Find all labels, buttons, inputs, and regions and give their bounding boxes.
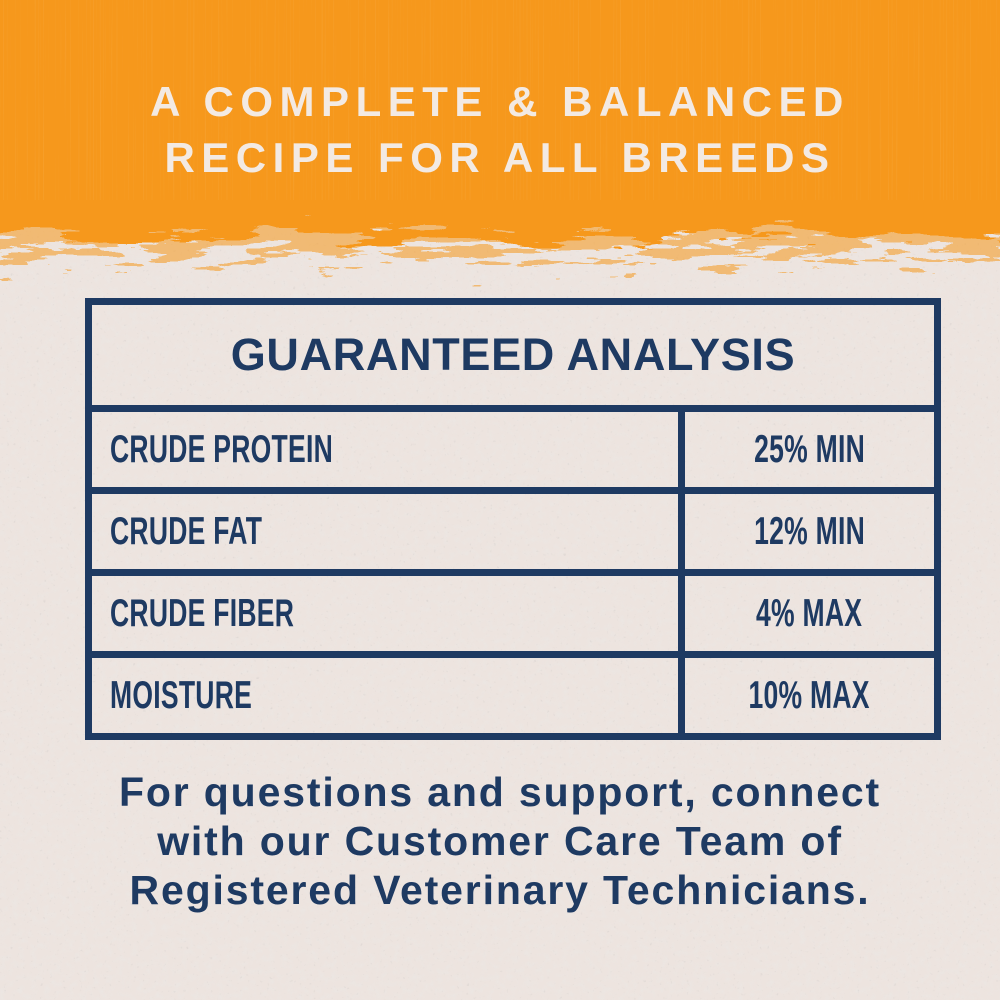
row-value-cell: 4% MAX: [678, 576, 934, 651]
row-value-cell: 12% MIN: [678, 494, 934, 569]
support-copy: For questions and support, connect with …: [0, 768, 1000, 915]
nutrient-label: CRUDE FIBER: [110, 591, 295, 635]
support-copy-line-2: with our Customer Care Team of: [157, 818, 843, 864]
headline: A COMPLETE & BALANCED RECIPE FOR ALL BRE…: [0, 74, 1000, 186]
nutrient-value: 12% MIN: [754, 509, 865, 553]
nutrient-value: 10% MAX: [748, 673, 871, 717]
row-value-cell: 25% MIN: [678, 412, 934, 487]
row-label-cell: CRUDE PROTEIN: [92, 412, 678, 487]
support-copy-line-1: For questions and support, connect: [118, 769, 882, 815]
nutrient-label: CRUDE FAT: [110, 509, 263, 553]
table-row-moisture: MOISTURE 10% MAX: [92, 651, 934, 733]
table-row-crude-protein: CRUDE PROTEIN 25% MIN: [92, 405, 934, 487]
nutrient-label: CRUDE PROTEIN: [110, 427, 333, 471]
row-label-cell: CRUDE FAT: [92, 494, 678, 569]
nutrient-label: MOISTURE: [110, 673, 253, 717]
nutrient-value: 4% MAX: [756, 591, 863, 635]
row-value-cell: 10% MAX: [678, 658, 934, 733]
guaranteed-analysis-title-row: GUARANTEED ANALYSIS: [92, 305, 934, 405]
headline-line-1: A COMPLETE & BALANCED: [150, 78, 850, 125]
row-label-cell: MOISTURE: [92, 658, 678, 733]
orange-paint-band: [0, 0, 1000, 252]
guaranteed-analysis-table: GUARANTEED ANALYSIS CRUDE PROTEIN 25% MI…: [85, 298, 941, 740]
table-row-crude-fiber: CRUDE FIBER 4% MAX: [92, 569, 934, 651]
nutrient-value: 25% MIN: [754, 427, 865, 471]
row-label-cell: CRUDE FIBER: [92, 576, 678, 651]
guaranteed-analysis-title: GUARANTEED ANALYSIS: [230, 329, 796, 380]
support-copy-line-3: Registered Veterinary Technicians.: [129, 867, 871, 913]
headline-line-2: RECIPE FOR ALL BREEDS: [164, 134, 836, 181]
table-row-crude-fat: CRUDE FAT 12% MIN: [92, 487, 934, 569]
